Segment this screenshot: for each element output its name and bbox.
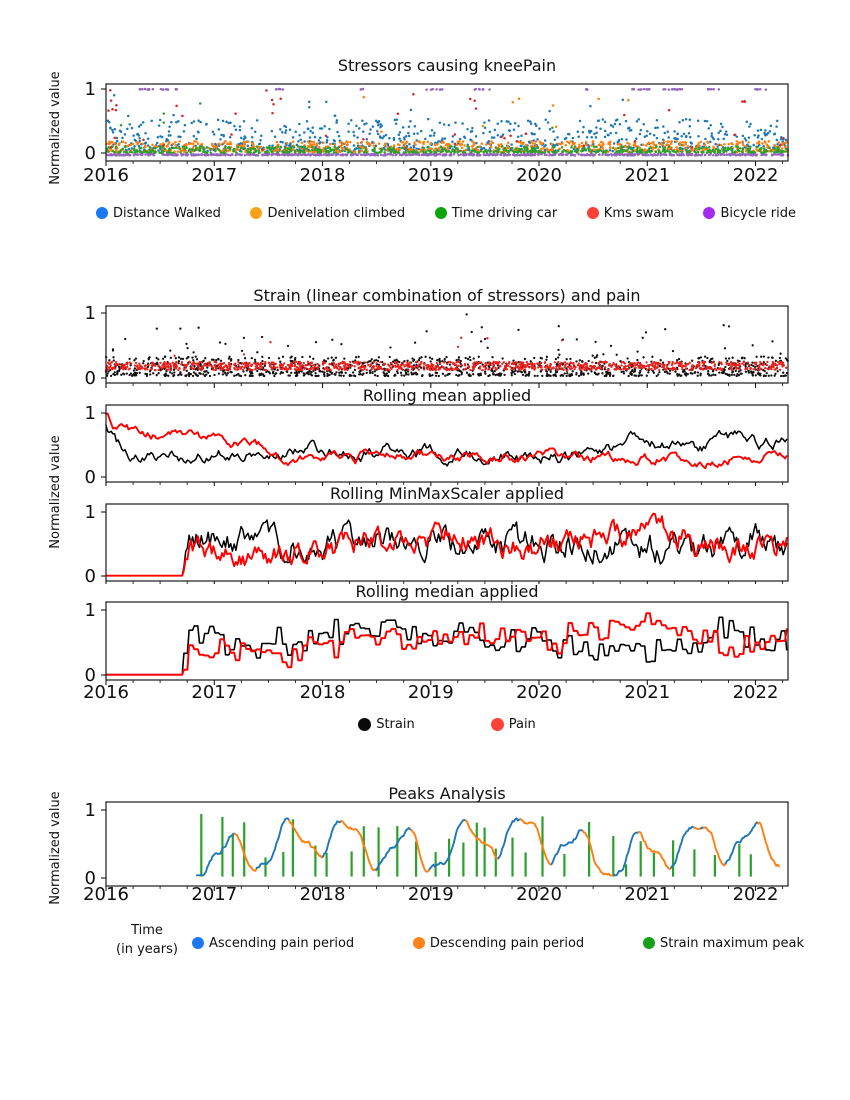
legend-label: Strain maximum peak bbox=[659, 935, 804, 951]
legend-label: Distance Walked bbox=[113, 205, 221, 221]
svg-text:2016: 2016 bbox=[83, 165, 129, 186]
chart-title-rolling-median: Rolling median applied bbox=[355, 582, 539, 601]
legend-label: Strain bbox=[376, 716, 415, 732]
legend-marker-strain-peak-icon bbox=[642, 937, 655, 949]
legend-label: Time driving car bbox=[451, 205, 558, 221]
legend-item: Pain bbox=[490, 716, 536, 732]
svg-text:0: 0 bbox=[85, 143, 96, 164]
legend-peaks: Ascending pain period Descending pain pe… bbox=[192, 931, 804, 955]
legend-marker-swim-icon bbox=[586, 207, 599, 219]
stressors-chart-canvas: 0 1 2016 2017 2018 2019 2020 2021 2022 bbox=[83, 79, 790, 186]
svg-text:1: 1 bbox=[85, 79, 96, 100]
legend-marker-ascending-icon bbox=[192, 937, 204, 949]
legend-marker-denivelation-icon bbox=[250, 207, 263, 219]
legend-marker-descending-icon bbox=[412, 937, 425, 949]
legend-item: Kms swam bbox=[586, 205, 674, 221]
rolling-minmax-chart-canvas: 01 bbox=[85, 502, 789, 584]
chart-title-stressors: Stressors causing kneePain bbox=[337, 56, 557, 75]
chart-title-peaks: Peaks Analysis bbox=[388, 784, 506, 803]
chart-title-rolling-mean: Rolling mean applied bbox=[362, 386, 532, 405]
svg-text:2020: 2020 bbox=[516, 165, 562, 186]
x-axis-label-line2: (in years) bbox=[116, 941, 178, 957]
legend-label: Descending pain period bbox=[429, 935, 585, 951]
legend-marker-distance-walked-icon bbox=[96, 207, 108, 219]
rolling-mean-chart-canvas: 01 bbox=[85, 403, 789, 486]
legend-label: Kms swam bbox=[603, 205, 674, 221]
legend-label: Bicycle ride bbox=[720, 205, 796, 221]
legend-item: Distance Walked bbox=[96, 206, 221, 221]
legend-item: Time driving car bbox=[434, 205, 558, 221]
legend-item: Strain bbox=[358, 717, 415, 732]
strain-pain-scatter-canvas: 01 bbox=[85, 303, 789, 389]
svg-text:2017: 2017 bbox=[191, 165, 237, 186]
legend-label: Denivelation climbed bbox=[267, 205, 406, 221]
legend-stressors: Distance Walked Denivelation climbed Tim… bbox=[96, 202, 796, 224]
legend-marker-driving-icon bbox=[434, 207, 447, 219]
svg-text:2021: 2021 bbox=[624, 165, 670, 186]
legend-marker-strain-icon bbox=[358, 717, 372, 731]
legend-item: Ascending pain period bbox=[192, 936, 354, 951]
svg-text:2022: 2022 bbox=[733, 165, 779, 186]
legend-item: Descending pain period bbox=[412, 935, 585, 951]
legend-marker-bicycle-icon bbox=[703, 207, 716, 219]
chart-title-strain-pain: Strain (linear combination of stressors)… bbox=[253, 286, 641, 305]
svg-text:2018: 2018 bbox=[300, 165, 346, 186]
svg-text:2019: 2019 bbox=[408, 165, 454, 186]
legend-label: Ascending pain period bbox=[209, 935, 355, 951]
legend-marker-pain-icon bbox=[490, 717, 504, 731]
legend-item: Bicycle ride bbox=[703, 205, 796, 221]
legend-strain-pain: Strain Pain bbox=[106, 712, 788, 736]
legend-item: Strain maximum peak bbox=[642, 935, 804, 951]
legend-item: Denivelation climbed bbox=[250, 206, 405, 221]
x-axis-label-line1: Time bbox=[131, 923, 163, 938]
chart-title-rolling-minmax: Rolling MinMaxScaler applied bbox=[329, 484, 565, 503]
legend-label: Pain bbox=[508, 716, 536, 732]
x-axis-label-time: Time (in years) bbox=[92, 922, 202, 960]
